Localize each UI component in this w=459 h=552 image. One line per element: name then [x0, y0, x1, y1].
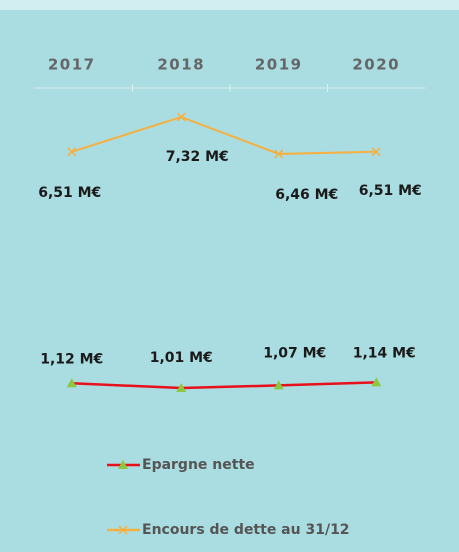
legend-label: Epargne nette [142, 457, 255, 473]
x-category-label: 2017 [48, 56, 96, 74]
legend-label: Encours de dette au 31/12 [142, 522, 350, 538]
data-label: 7,32 M€ [166, 149, 229, 165]
data-label: 6,46 M€ [275, 187, 338, 203]
data-label: 1,01 M€ [150, 350, 213, 366]
point-marker [66, 378, 77, 388]
point-marker [274, 149, 284, 159]
legend-marker [118, 460, 128, 469]
x-category-label: 2019 [255, 56, 303, 74]
point-marker [176, 383, 187, 392]
point-marker [371, 147, 381, 157]
data-label: 1,12 M€ [40, 351, 103, 367]
data-label: 1,07 M€ [263, 345, 326, 361]
top-band [0, 0, 459, 10]
series-line [71, 381, 377, 390]
x-category-label: 2020 [352, 56, 400, 74]
point-marker [371, 377, 382, 387]
series-line [71, 115, 377, 155]
point-marker [176, 112, 186, 122]
data-label: 6,51 M€ [359, 183, 422, 199]
data-label: 1,14 M€ [353, 345, 416, 361]
point-marker [273, 380, 284, 390]
point-marker [67, 147, 77, 157]
legend-marker [118, 525, 128, 535]
data-label: 6,51 M€ [38, 185, 101, 201]
x-category-label: 2018 [157, 56, 205, 74]
